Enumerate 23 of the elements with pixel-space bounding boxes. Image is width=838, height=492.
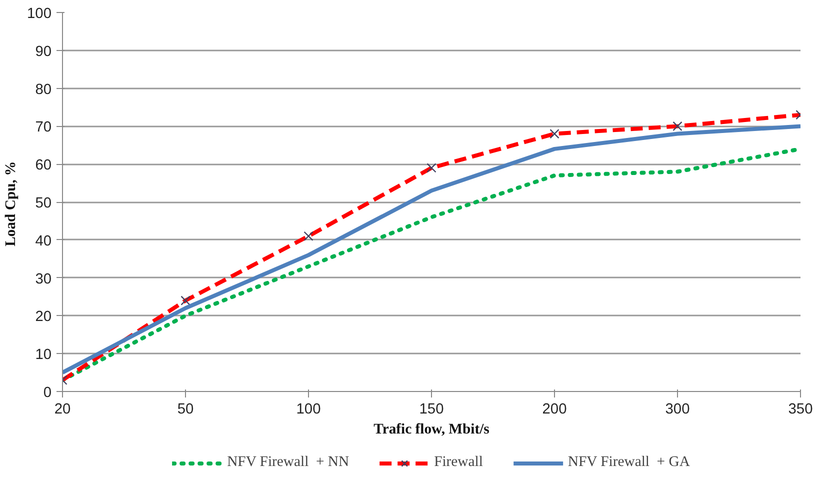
y-tick-label: 0 — [43, 385, 52, 401]
legend-label: Firewall — [434, 454, 483, 471]
y-tick-label: 100 — [27, 6, 52, 22]
x-tick-label: 300 — [665, 402, 690, 418]
x-tick-label: 150 — [419, 402, 444, 418]
y-tick-label: 80 — [35, 82, 52, 98]
y-tick-label: 50 — [35, 196, 52, 212]
y-tick-label: 40 — [35, 233, 52, 250]
y-tick-label: 30 — [35, 271, 52, 288]
legend-label: NFV Firewall + NN — [227, 454, 350, 471]
x-axis-title: Trafic flow, Mbit/s — [374, 422, 490, 438]
y-tick-label: 70 — [35, 120, 52, 136]
legend-label: NFV Firewall + GA — [568, 454, 690, 471]
x-tick-label: 200 — [542, 402, 567, 418]
y-tick-label: 90 — [35, 44, 52, 60]
x-tick-label: 20 — [54, 402, 71, 418]
y-tick-label: 10 — [35, 347, 52, 364]
x-tick-label: 100 — [296, 402, 321, 418]
x-tick-label: 350 — [788, 402, 813, 418]
x-tick-label: 50 — [177, 402, 194, 418]
y-tick-label: 20 — [35, 309, 52, 326]
y-tick-label: 60 — [35, 158, 52, 174]
y-axis-title: Load Cpu, % — [3, 161, 20, 246]
